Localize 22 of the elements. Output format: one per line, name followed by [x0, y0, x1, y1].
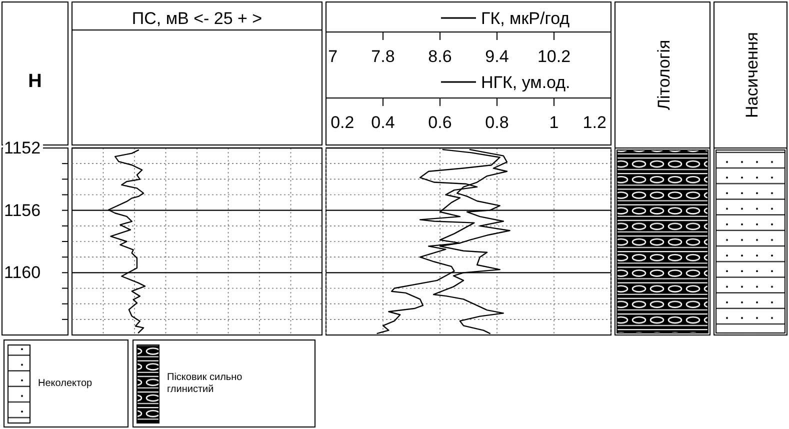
y-tick-label: 1156	[4, 200, 41, 220]
text: Пісковик сильно глинистий	[167, 372, 243, 395]
x2-tick-label: 7	[328, 47, 338, 66]
x2-tick-label: 10.2	[537, 47, 571, 66]
legend-label: ГК, мкР/год	[481, 9, 570, 28]
x2-tick-label: 8.6	[428, 47, 452, 66]
x-tick-label: 0.4	[371, 113, 395, 132]
category-label: Насичення	[742, 32, 762, 118]
text: Неколектор	[38, 378, 93, 389]
text: ПС, мВ <- 25 + >	[132, 9, 262, 28]
x2-tick-label: 7.8	[371, 47, 395, 66]
x-tick-label: 1	[549, 113, 559, 132]
x-tick-label: 1.2	[582, 113, 606, 132]
y-axis-title: Н	[28, 71, 42, 92]
y-tick-label: 1160	[4, 263, 41, 282]
x2-tick-label: 9.4	[485, 47, 509, 66]
x-tick-label: 0.8	[485, 113, 509, 132]
x-tick-label: 0.6	[428, 113, 452, 132]
x-tick-label: 0.2	[330, 113, 354, 132]
legend-label: НГК, ум.од.	[481, 73, 570, 92]
category-label: Літологія	[654, 40, 674, 110]
y-tick-label: 1152	[4, 138, 41, 158]
